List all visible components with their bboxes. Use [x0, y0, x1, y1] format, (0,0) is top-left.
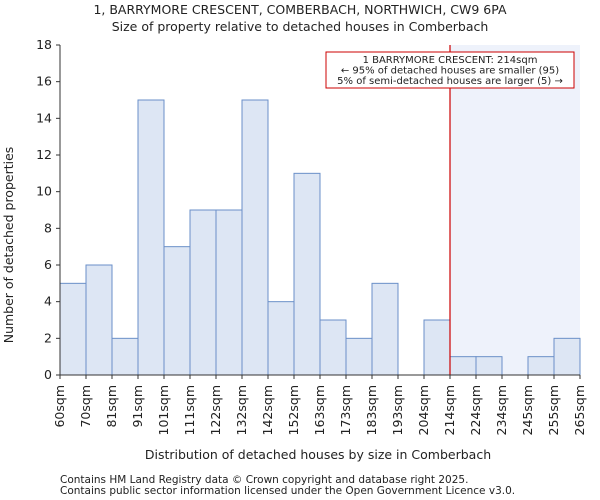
bar-60sqm [59, 282, 87, 376]
x-tick-label: 163sqm [312, 385, 327, 435]
x-tick-label: 91sqm [130, 385, 145, 428]
y-tick-label: 16 [36, 74, 52, 89]
bar-81sqm [111, 337, 139, 376]
x-tick-label: 183sqm [364, 385, 379, 435]
bar-122sqm [215, 209, 243, 376]
axes-group [56, 44, 581, 379]
bar-255sqm [553, 337, 581, 376]
highlight-region [450, 45, 580, 375]
footer-line-1: Contains HM Land Registry data © Crown c… [60, 474, 468, 486]
chart-subtitle: Size of property relative to detached ho… [112, 19, 489, 34]
y-tick-label: 0 [44, 367, 52, 382]
y-tick-label: 12 [36, 147, 52, 162]
annotation-line-1: 1 BARRYMORE CRESCENT: 214sqm [363, 55, 538, 66]
x-tick-label: 255sqm [546, 385, 561, 435]
y-tick-labels: 0 2 4 6 8 10 12 14 16 18 [36, 37, 52, 382]
annotation-rect [325, 51, 575, 89]
x-tick-label: 111sqm [182, 385, 197, 435]
annotation-line-2: ← 95% of detached houses are smaller (95… [341, 66, 559, 77]
bar-101sqm [163, 246, 191, 376]
bar-214sqm [449, 356, 477, 376]
x-axis-label: Distribution of detached houses by size … [145, 447, 491, 462]
bar-111sqm [189, 209, 217, 376]
bar-245sqm [527, 356, 555, 376]
annotation-box: 1 BARRYMORE CRESCENT: 214sqm ← 95% of de… [325, 51, 575, 89]
y-tick-label: 8 [44, 220, 52, 235]
chart-title: 1, BARRYMORE CRESCENT, COMBERBACH, NORTH… [93, 2, 507, 17]
bar-183sqm [371, 282, 399, 376]
annotation-line-3: 5% of semi-detached houses are larger (5… [337, 76, 563, 87]
x-tick-label: 245sqm [520, 385, 535, 435]
bar-173sqm [345, 337, 373, 376]
x-tick-label: 204sqm [416, 385, 431, 435]
bar-224sqm [475, 356, 503, 376]
y-tick-label: 4 [44, 294, 52, 309]
x-tick-label: 193sqm [390, 385, 405, 435]
x-tick-label: 142sqm [260, 385, 275, 435]
bar-152sqm [293, 172, 321, 376]
y-tick-label: 18 [36, 37, 52, 52]
x-tick-label: 101sqm [156, 385, 171, 435]
x-tick-label: 265sqm [572, 385, 587, 435]
footer-line-2: Contains public sector information licen… [60, 485, 515, 497]
y-tick-label: 10 [36, 184, 52, 199]
x-tick-label: 224sqm [468, 385, 483, 435]
bar-70sqm [85, 264, 113, 376]
y-tick-label: 6 [44, 257, 52, 272]
plot-area: 1 BARRYMORE CRESCENT: 214sqm ← 95% of de… [36, 37, 587, 435]
bars-group [59, 99, 581, 376]
bar-142sqm [267, 301, 295, 376]
x-tick-label: 70sqm [78, 385, 93, 428]
x-tick-label: 81sqm [104, 385, 119, 428]
bar-132sqm [241, 99, 269, 376]
bar-91sqm [137, 99, 165, 376]
x-tick-label: 60sqm [52, 385, 67, 428]
x-tick-label: 152sqm [286, 385, 301, 435]
bar-163sqm [319, 319, 347, 376]
x-tick-label: 234sqm [494, 385, 509, 435]
x-tick-label: 214sqm [442, 385, 457, 435]
x-tick-label: 122sqm [208, 385, 223, 435]
y-tick-label: 14 [36, 110, 52, 125]
x-tick-labels: 60sqm 70sqm 81sqm 91sqm 101sqm 111sqm 122sqm 13… [52, 385, 587, 435]
x-tick-label: 173sqm [338, 385, 353, 435]
x-tick-label: 132sqm [234, 385, 249, 435]
bar-204sqm [423, 319, 451, 376]
y-axis-label: Number of detached properties [1, 147, 16, 344]
y-tick-label: 2 [44, 330, 52, 345]
